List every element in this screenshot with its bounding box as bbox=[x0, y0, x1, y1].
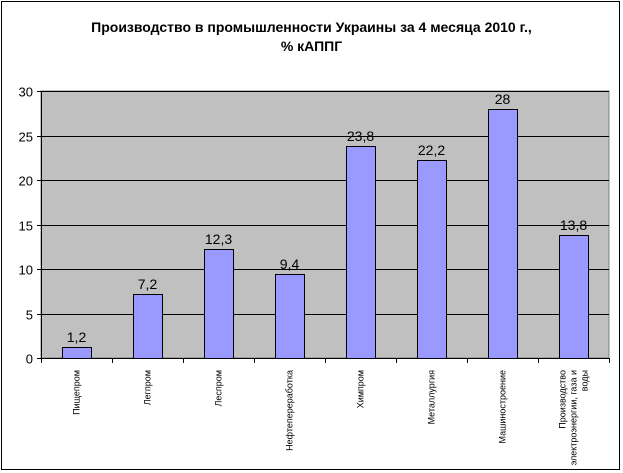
x-category-label: Металлургия bbox=[427, 370, 437, 425]
data-label: 23,8 bbox=[347, 128, 374, 144]
y-tick-label: 10 bbox=[19, 263, 33, 278]
data-label: 9,4 bbox=[280, 256, 300, 272]
data-label: 1,2 bbox=[67, 329, 87, 345]
x-category-label: Производство bbox=[558, 370, 568, 429]
y-tick-label: 30 bbox=[19, 85, 33, 100]
x-category-label: Машиностроение bbox=[498, 370, 508, 443]
y-tick-label: 20 bbox=[19, 174, 33, 189]
x-category-label: Химпром bbox=[356, 370, 366, 408]
bar bbox=[275, 274, 305, 359]
y-tick-label: 25 bbox=[19, 130, 33, 145]
data-label: 28 bbox=[495, 91, 511, 107]
y-tick-label: 0 bbox=[26, 352, 33, 367]
y-tick-label: 15 bbox=[19, 219, 33, 234]
data-label: 12,3 bbox=[205, 231, 232, 247]
bar bbox=[417, 160, 447, 359]
bar bbox=[204, 249, 234, 359]
data-label: 22,2 bbox=[418, 142, 445, 158]
data-label: 13,8 bbox=[560, 217, 587, 233]
x-category-label: Легпром bbox=[143, 370, 153, 405]
chart-subtitle: % кАППГ bbox=[280, 38, 343, 54]
labels: 0 5 10 15 20 25 30 1,2 Пищепром 7,2 Легпром 12,3 Лес… bbox=[19, 85, 590, 466]
bar bbox=[346, 146, 376, 359]
x-category-label: Пищепром bbox=[72, 370, 82, 415]
y-tick-label: 5 bbox=[26, 308, 33, 323]
chart-title: Производство в промышленности Украины за… bbox=[91, 19, 532, 35]
plot-area bbox=[40, 90, 610, 359]
x-category-label: Леспром bbox=[214, 370, 224, 406]
bar bbox=[62, 347, 92, 359]
bars bbox=[62, 109, 589, 359]
bar bbox=[133, 294, 163, 359]
bar bbox=[488, 109, 518, 359]
data-label: 7,2 bbox=[138, 276, 158, 292]
bar bbox=[559, 235, 589, 359]
x-category-label: электроэнергии, газа и bbox=[569, 370, 579, 465]
axes bbox=[37, 91, 610, 363]
x-category-label: Нефтепереработка bbox=[285, 370, 295, 451]
x-category-label: воды bbox=[580, 370, 590, 391]
